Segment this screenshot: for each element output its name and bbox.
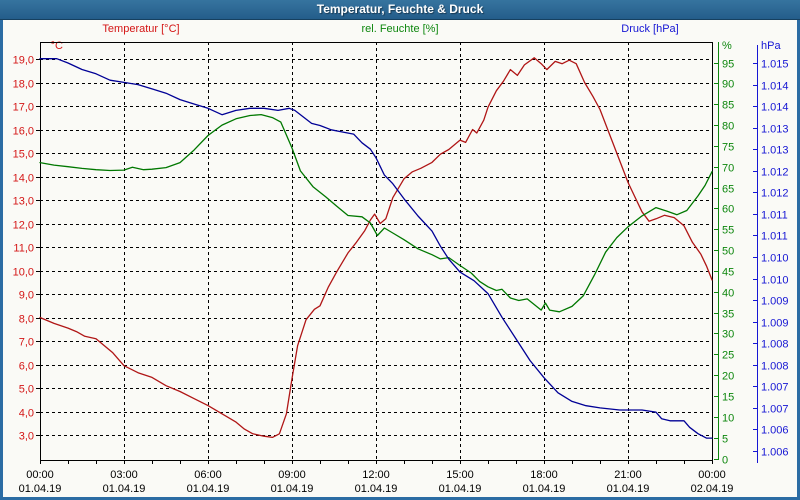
window-title: Temperatur, Feuchte & Druck bbox=[316, 2, 484, 16]
svg-text:1.012: 1.012 bbox=[761, 167, 789, 179]
svg-text:01.04.19: 01.04.19 bbox=[439, 483, 482, 495]
svg-text:55: 55 bbox=[722, 225, 734, 237]
svg-text:11,0: 11,0 bbox=[13, 243, 34, 255]
legend-temperature: Temperatur [°C] bbox=[102, 23, 180, 35]
series-temperatur bbox=[39, 57, 713, 439]
svg-text:15,0: 15,0 bbox=[13, 149, 34, 161]
svg-text:9,0: 9,0 bbox=[19, 290, 34, 302]
svg-text:3,0: 3,0 bbox=[19, 431, 34, 443]
svg-text:1.011: 1.011 bbox=[761, 210, 788, 222]
svg-text:6,0: 6,0 bbox=[19, 361, 34, 373]
legend-humidity: rel. Feuchte [%] bbox=[361, 23, 439, 35]
svg-text:1.009: 1.009 bbox=[761, 296, 789, 308]
svg-text:1.013: 1.013 bbox=[761, 145, 789, 157]
svg-text:12,0: 12,0 bbox=[13, 220, 34, 232]
grid-lines bbox=[40, 42, 712, 460]
svg-text:95: 95 bbox=[722, 59, 734, 71]
svg-text:85: 85 bbox=[722, 100, 734, 112]
svg-text:20: 20 bbox=[722, 371, 734, 383]
svg-text:1.007: 1.007 bbox=[761, 382, 789, 394]
chart-canvas: 19,0 18,0 17,0 16,0 15,0 14,0 13,0 12,0 11,0 10,0… bbox=[13, 42, 789, 495]
svg-text:19,0: 19,0 bbox=[13, 55, 34, 67]
svg-text:17,0: 17,0 bbox=[13, 102, 34, 114]
svg-text:01.04.19: 01.04.19 bbox=[19, 483, 62, 495]
x-axis-ticks bbox=[40, 460, 713, 464]
svg-text:50: 50 bbox=[722, 246, 734, 258]
svg-text:1.006: 1.006 bbox=[761, 447, 789, 459]
svg-text:00:00: 00:00 bbox=[26, 469, 54, 481]
series-rel-feuchte bbox=[39, 113, 713, 313]
svg-text:0: 0 bbox=[722, 455, 728, 467]
svg-text:1.010: 1.010 bbox=[761, 275, 789, 287]
svg-text:12:00: 12:00 bbox=[362, 469, 390, 481]
svg-text:4,0: 4,0 bbox=[19, 408, 34, 420]
svg-text:01.04.19: 01.04.19 bbox=[355, 483, 398, 495]
svg-text:13,0: 13,0 bbox=[13, 196, 34, 208]
svg-text:1.006: 1.006 bbox=[761, 425, 789, 437]
svg-text:75: 75 bbox=[722, 142, 734, 154]
svg-text:1.007: 1.007 bbox=[761, 404, 789, 416]
svg-text:15:00: 15:00 bbox=[446, 469, 474, 481]
svg-text:65: 65 bbox=[722, 184, 734, 196]
press-axis-unit: hPa bbox=[761, 40, 781, 52]
svg-text:5,0: 5,0 bbox=[19, 384, 34, 396]
svg-text:10,0: 10,0 bbox=[13, 267, 34, 279]
svg-text:1.010: 1.010 bbox=[761, 253, 789, 265]
svg-text:8,0: 8,0 bbox=[19, 314, 34, 326]
svg-text:21:00: 21:00 bbox=[614, 469, 642, 481]
series-druck bbox=[39, 58, 713, 439]
svg-text:06:00: 06:00 bbox=[194, 469, 222, 481]
svg-text:16,0: 16,0 bbox=[13, 126, 34, 138]
svg-text:10: 10 bbox=[722, 413, 734, 425]
svg-text:80: 80 bbox=[722, 121, 734, 133]
svg-text:09:00: 09:00 bbox=[278, 469, 306, 481]
svg-text:1.011: 1.011 bbox=[761, 231, 788, 243]
svg-text:5: 5 bbox=[722, 434, 728, 446]
svg-text:00:00: 00:00 bbox=[698, 469, 726, 481]
press-axis: 1.015 1.014 1.014 1.013 1.013 1.012 1.012 1.011… bbox=[753, 45, 789, 463]
svg-text:02.04.19: 02.04.19 bbox=[691, 483, 734, 495]
svg-text:1.012: 1.012 bbox=[761, 188, 789, 200]
svg-text:25: 25 bbox=[722, 350, 734, 362]
svg-text:01.04.19: 01.04.19 bbox=[187, 483, 230, 495]
chart-panel: Temperatur [°C] rel. Feuchte [%] Druck [… bbox=[0, 20, 800, 500]
svg-text:60: 60 bbox=[722, 204, 734, 216]
svg-text:40: 40 bbox=[722, 288, 734, 300]
svg-text:18,0: 18,0 bbox=[13, 79, 34, 91]
svg-text:30: 30 bbox=[722, 329, 734, 341]
x-axis-labels: 00:00 01.04.19 03:00 01.04.19 06:00 01.04.19 0… bbox=[19, 469, 734, 495]
svg-text:90: 90 bbox=[722, 79, 734, 91]
svg-text:1.008: 1.008 bbox=[761, 361, 789, 373]
svg-text:1.008: 1.008 bbox=[761, 339, 789, 351]
svg-text:03:00: 03:00 bbox=[110, 469, 138, 481]
temp-axis-labels: 19,0 18,0 17,0 16,0 15,0 14,0 13,0 12,0 11,0 10,0… bbox=[13, 55, 40, 443]
svg-text:01.04.19: 01.04.19 bbox=[607, 483, 650, 495]
svg-text:01.04.19: 01.04.19 bbox=[523, 483, 566, 495]
svg-text:14,0: 14,0 bbox=[13, 173, 34, 185]
svg-text:7,0: 7,0 bbox=[19, 337, 34, 349]
svg-text:01.04.19: 01.04.19 bbox=[271, 483, 314, 495]
svg-text:45: 45 bbox=[722, 267, 734, 279]
svg-text:18:00: 18:00 bbox=[530, 469, 558, 481]
svg-text:1.013: 1.013 bbox=[761, 124, 789, 136]
legend-pressure: Druck [hPa] bbox=[621, 23, 679, 35]
title-bar: Temperatur, Feuchte & Druck bbox=[0, 0, 800, 20]
svg-text:1.014: 1.014 bbox=[761, 81, 789, 93]
svg-text:70: 70 bbox=[722, 163, 734, 175]
svg-text:1.015: 1.015 bbox=[761, 59, 789, 71]
svg-text:1.014: 1.014 bbox=[761, 102, 789, 114]
hum-axis-unit: % bbox=[722, 40, 732, 52]
svg-text:1.009: 1.009 bbox=[761, 318, 789, 330]
svg-text:15: 15 bbox=[722, 392, 734, 404]
svg-text:01.04.19: 01.04.19 bbox=[103, 483, 146, 495]
svg-text:35: 35 bbox=[722, 309, 734, 321]
